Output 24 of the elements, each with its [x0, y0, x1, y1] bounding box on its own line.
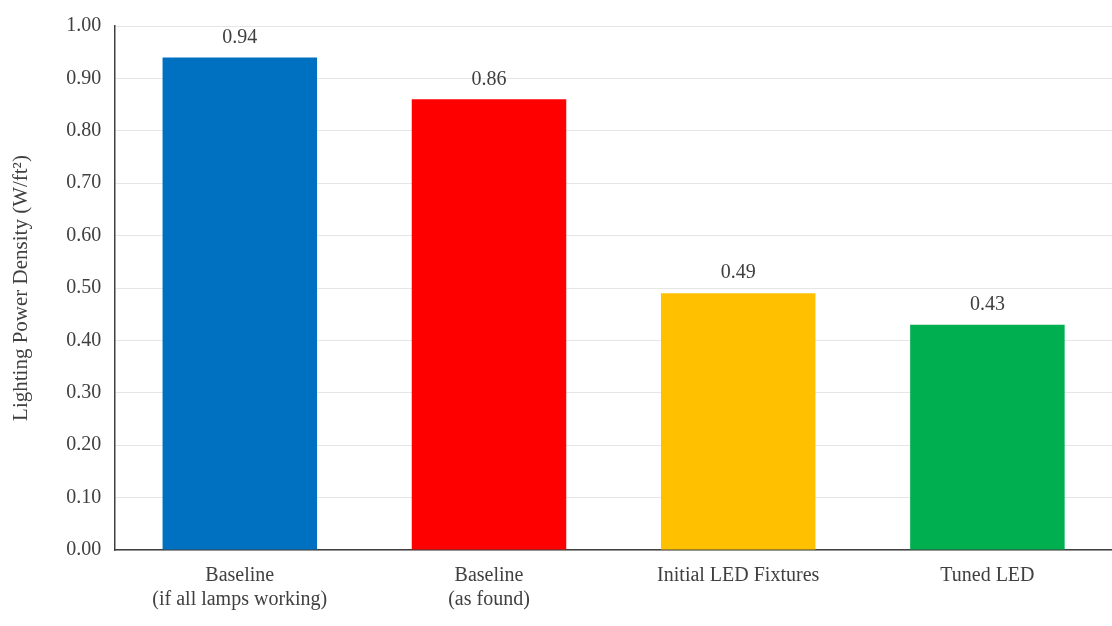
data-label: 0.94 — [222, 24, 258, 47]
bar — [162, 57, 318, 550]
bar — [660, 293, 816, 550]
y-tick-label: 0.80 — [66, 118, 102, 141]
bar — [910, 324, 1065, 550]
bar — [411, 99, 567, 550]
x-tick-label: Baseline (as found) — [448, 563, 530, 611]
y-tick-label: 0.30 — [66, 380, 102, 403]
y-tick-label: 0.10 — [66, 484, 102, 507]
y-tick-label: 0.60 — [66, 222, 102, 245]
y-tick-label: 0.70 — [66, 170, 102, 193]
data-label: 0.49 — [720, 260, 756, 283]
x-tick-label: Initial LED Fixtures — [657, 563, 820, 586]
y-tick-label: 1.00 — [66, 13, 102, 36]
y-tick-label: 0.00 — [66, 537, 102, 560]
y-tick-label: 0.50 — [66, 275, 102, 298]
y-tick-label: 0.40 — [66, 327, 102, 350]
x-tick-label: Tuned LED — [940, 563, 1035, 586]
y-tick-label: 0.20 — [66, 432, 102, 455]
data-label: 0.43 — [969, 291, 1005, 314]
y-tick-label: 0.90 — [66, 65, 102, 88]
x-tick-label: Baseline (if all lamps working) — [152, 563, 328, 611]
y-axis-title: Lighting Power Density (W/ft²) — [8, 155, 33, 421]
data-label: 0.86 — [471, 66, 507, 89]
